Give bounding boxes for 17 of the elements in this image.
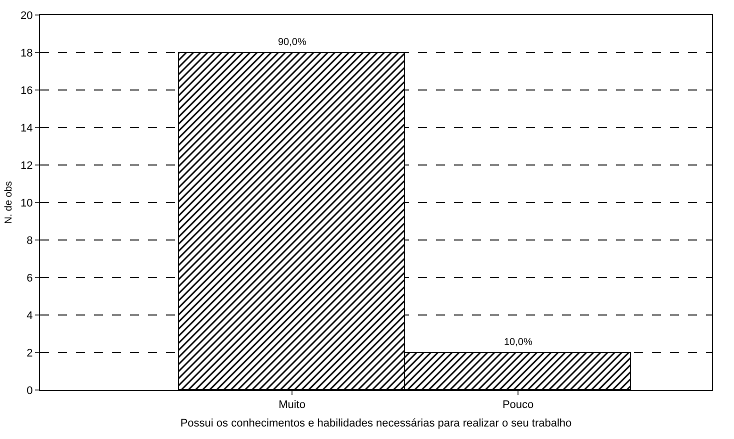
- y-tick-label: 4: [26, 310, 33, 322]
- y-tick-label: 10: [20, 197, 33, 210]
- y-tick-label: 18: [20, 47, 33, 60]
- annotation: 90,0%: [278, 37, 306, 48]
- x-tick-label: Muito: [278, 399, 306, 412]
- y-tick-label: 2: [26, 347, 33, 360]
- y-tick-label: 8: [26, 234, 33, 247]
- x-axis-title: Possui os conhecimentos e habilidades necessárias para realizar o seu trabalho: [180, 417, 572, 430]
- y-tick-label: 6: [26, 272, 33, 284]
- y-tick-label: 0: [26, 384, 33, 397]
- y-axis-title: N. de obs: [4, 181, 15, 224]
- y-tick-label: 12: [20, 160, 33, 172]
- annotation: 10,0%: [504, 337, 532, 348]
- y-tick-label: 20: [20, 10, 33, 22]
- y-tick-label: 14: [20, 122, 33, 134]
- y-tick-label: 16: [20, 84, 33, 97]
- x-tick-label: Pouco: [502, 399, 534, 412]
